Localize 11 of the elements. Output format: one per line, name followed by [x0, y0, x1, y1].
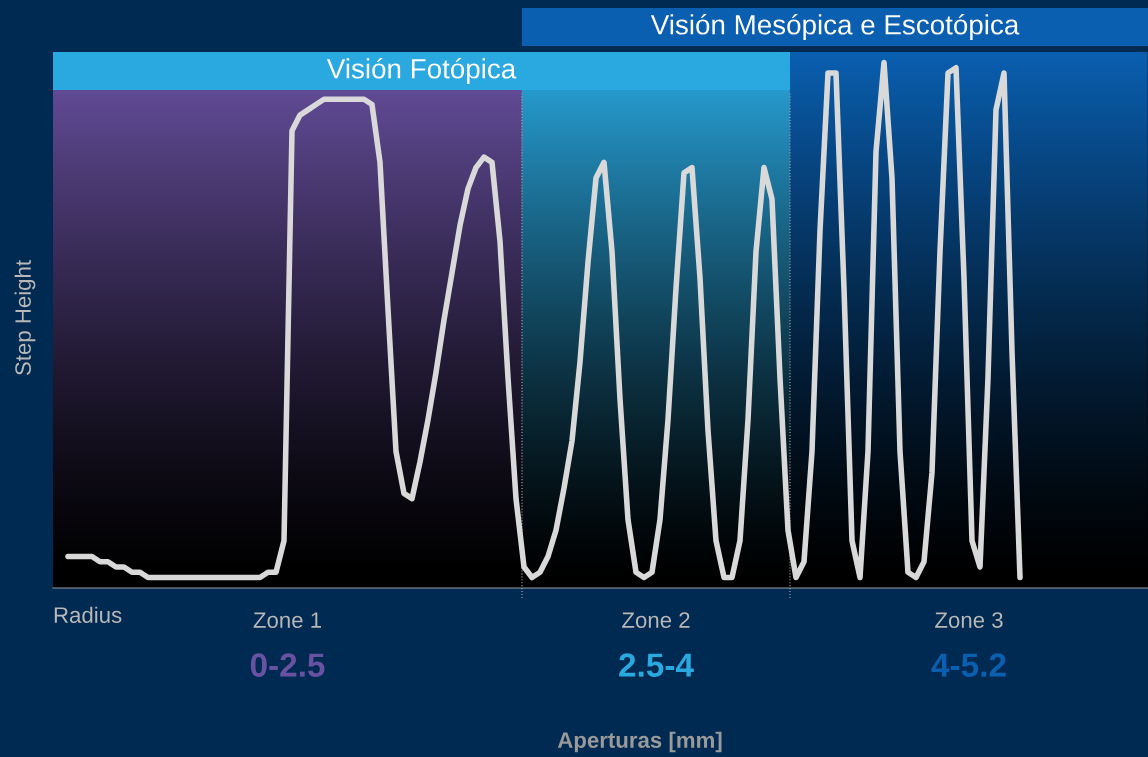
- text: Zone 2: [622, 612, 690, 628]
- text: 4-5.2: [931, 653, 1006, 677]
- text: Aperturas [mm]: [557, 731, 722, 753]
- text: Zone 3: [935, 612, 1003, 628]
- y-axis-title: Step Height: [14, 260, 36, 376]
- text: Radius: [54, 606, 122, 623]
- text: 2.5-4: [619, 653, 694, 677]
- text: Zone 1: [253, 612, 322, 628]
- annotation: Visión Fotópica: [326, 57, 517, 85]
- text: 0-2.5: [250, 653, 325, 677]
- text: Visión Mesópica e Escotópica: [650, 13, 1020, 41]
